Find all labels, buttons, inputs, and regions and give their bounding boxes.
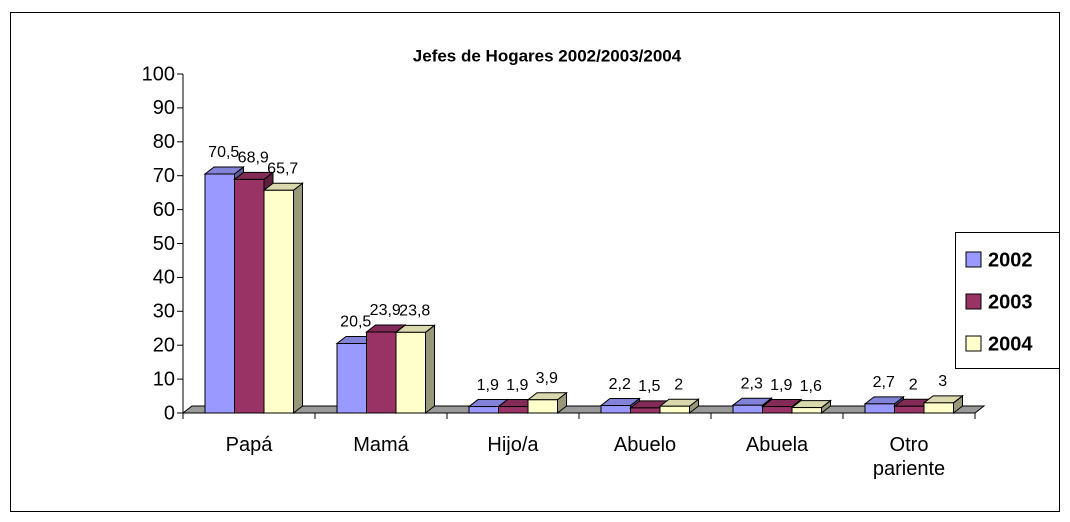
bar <box>762 406 793 414</box>
x-label-box: Papá <box>225 434 273 456</box>
x-tick-label: Abuela <box>745 434 809 456</box>
x-label-box: Abuelo <box>613 434 677 456</box>
y-tick-label: 20 <box>153 334 175 356</box>
bar <box>498 406 529 414</box>
bar <box>791 407 822 414</box>
legend-label: 2004 <box>988 333 1033 355</box>
legend-swatch <box>965 251 982 268</box>
value-label: 65,7 <box>267 160 298 177</box>
bar <box>263 189 294 414</box>
bar <box>336 343 367 414</box>
value-label: 2 <box>674 376 683 393</box>
y-tick-label: 0 <box>164 402 175 424</box>
y-tick-label: 90 <box>153 97 175 119</box>
value-label: 2 <box>909 376 918 393</box>
bar <box>894 405 925 414</box>
bar <box>864 403 895 414</box>
x-label-box: Abuela <box>745 434 809 456</box>
value-label: 23,9 <box>370 302 401 319</box>
value-label: 1,9 <box>506 377 528 394</box>
value-label: 70,5 <box>208 144 239 161</box>
chart-title: Jefes de Hogares 2002/2003/2004 <box>413 46 682 65</box>
bar-side <box>293 182 303 415</box>
value-label: 1,6 <box>800 378 822 395</box>
x-label-box: Hijo/a <box>487 434 539 456</box>
x-tick-label: Hijo/a <box>487 434 539 456</box>
bar-side <box>425 324 435 415</box>
bar <box>234 178 265 414</box>
value-label: 2,3 <box>741 375 763 392</box>
y-tick-label: 60 <box>153 199 175 221</box>
x-label-box: Otro pariente <box>872 434 946 480</box>
value-label: 20,5 <box>340 314 371 331</box>
bar <box>659 405 690 414</box>
value-label: 3 <box>938 373 947 390</box>
bar <box>732 404 763 414</box>
legend-swatch <box>965 335 982 352</box>
chart-border <box>10 12 1060 512</box>
x-tick-label: Abuelo <box>613 434 677 456</box>
bar <box>366 331 397 414</box>
y-tick-label: 80 <box>153 131 175 153</box>
floor <box>181 405 986 414</box>
y-tick-label: 30 <box>153 301 175 323</box>
y-tick-label: 70 <box>153 165 175 187</box>
value-label: 1,9 <box>770 377 792 394</box>
legend-label: 2003 <box>988 291 1033 313</box>
value-label: 2,2 <box>609 376 631 393</box>
x-tick-label: Papá <box>225 434 273 456</box>
y-tick-label: 40 <box>153 267 175 289</box>
x-tick-label: Mamá <box>353 434 409 456</box>
value-label: 3,9 <box>536 370 558 387</box>
bar <box>204 173 235 414</box>
bar <box>395 331 426 414</box>
x-tick-label: Otro pariente <box>872 434 946 480</box>
legend-label: 2002 <box>988 249 1033 271</box>
value-label: 23,8 <box>399 303 430 320</box>
y-tick-label: 100 <box>142 63 175 85</box>
value-label: 1,5 <box>638 378 660 395</box>
bar <box>923 402 954 414</box>
value-label: 1,9 <box>477 377 499 394</box>
value-label: 2,7 <box>873 374 895 391</box>
bar <box>468 406 499 414</box>
legend-swatch <box>965 293 982 310</box>
bar <box>600 405 631 414</box>
x-label-box: Mamá <box>353 434 409 456</box>
bar <box>527 399 558 414</box>
bar <box>630 407 661 414</box>
value-label: 68,9 <box>238 150 269 167</box>
y-tick-label: 10 <box>153 368 175 390</box>
y-tick-label: 50 <box>153 233 175 255</box>
